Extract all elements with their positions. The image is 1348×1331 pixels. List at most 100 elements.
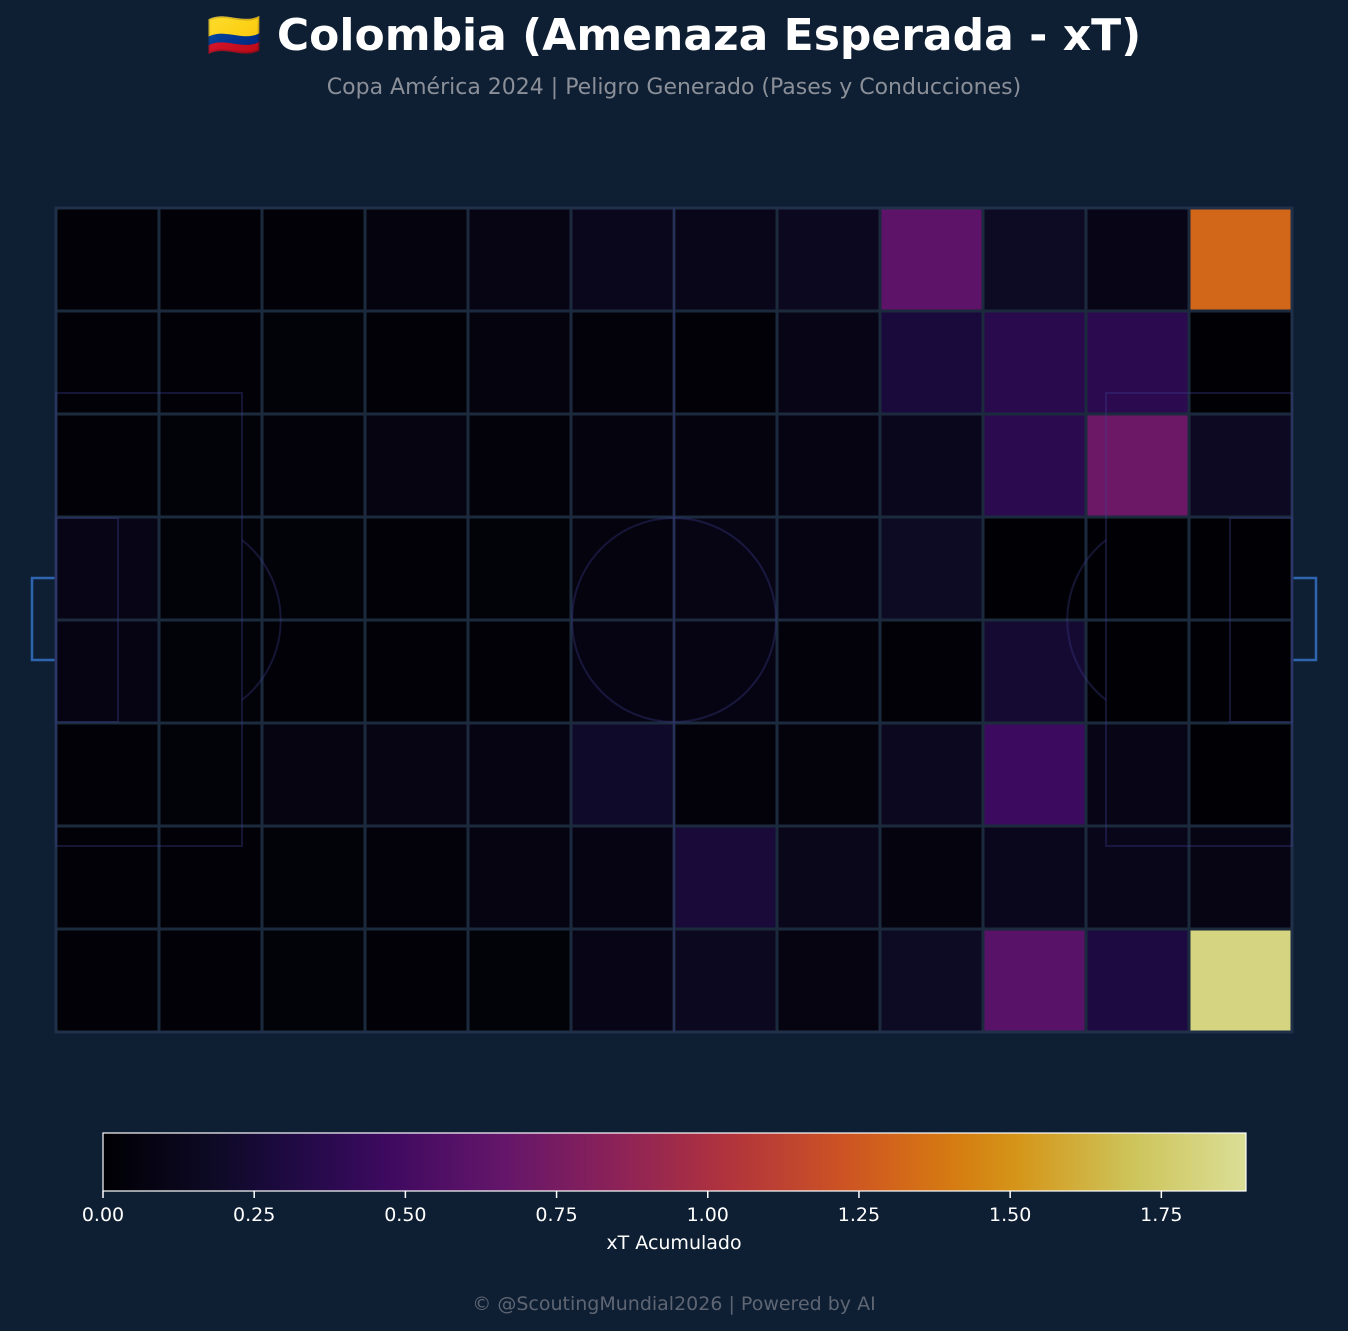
heatmap-cell <box>672 515 779 622</box>
heatmap-cell <box>1187 721 1294 828</box>
heatmap-cell <box>466 206 573 313</box>
heatmap-cell <box>260 618 367 725</box>
heatmap-cell <box>672 927 779 1034</box>
heatmap-cell <box>1187 515 1294 622</box>
right-goal <box>1292 576 1318 662</box>
colorbar-tick-label: 0.50 <box>384 1204 427 1226</box>
heatmap-cell <box>466 618 573 725</box>
heatmap-cell <box>981 824 1088 931</box>
heatmap-cell <box>363 515 470 622</box>
heatmap-cell <box>569 309 676 416</box>
heatmap-cell <box>466 309 573 416</box>
pitch-outline <box>54 206 1294 1034</box>
left-penalty-arc <box>241 539 282 701</box>
left-goal <box>30 576 56 662</box>
heatmap-cell <box>466 927 573 1034</box>
heatmap-cell <box>1084 206 1191 313</box>
heatmap-cell <box>157 515 264 622</box>
heatmap-cell <box>1187 618 1294 725</box>
heatmap-cell <box>878 206 985 313</box>
heatmap-cell <box>981 927 1088 1034</box>
heatmap-cell <box>363 927 470 1034</box>
heatmap-cell <box>466 824 573 931</box>
heatmap-cell <box>672 721 779 828</box>
footer-credit: © @ScoutingMundial2026 | Powered by AI <box>472 1293 876 1315</box>
heatmap-cell <box>363 824 470 931</box>
heatmap-cell <box>260 824 367 931</box>
heatmap-cells <box>54 206 1294 1034</box>
colorbar-tick-label: 1.25 <box>837 1204 881 1226</box>
colorbar-tick-label: 1.75 <box>1140 1204 1183 1226</box>
heatmap-cell <box>878 618 985 725</box>
heatmap-cell <box>260 206 367 313</box>
heatmap-cell <box>569 721 676 828</box>
center-circle <box>571 517 777 723</box>
heatmap-cell <box>775 824 882 931</box>
heatmap-cell <box>878 412 985 519</box>
heatmap-cell <box>1084 618 1191 725</box>
heatmap-cell <box>775 721 882 828</box>
heatmap-cell <box>775 309 882 416</box>
heatmap-cell <box>981 515 1088 622</box>
colorbar-ticks <box>102 1191 1163 1198</box>
colorbar-label: xT Acumulado <box>606 1232 742 1254</box>
heatmap-cell <box>363 309 470 416</box>
heatmap-cell <box>672 206 779 313</box>
heatmap-cell <box>569 206 676 313</box>
heatmap-cell <box>569 618 676 725</box>
heatmap-cell <box>981 412 1088 519</box>
colorbar-tick-label: 0.75 <box>535 1204 578 1226</box>
heatmap-cell <box>157 721 264 828</box>
colorbar-tick-label: 1.50 <box>988 1204 1032 1226</box>
heatmap-cell <box>157 206 264 313</box>
heatmap-cell <box>1187 309 1294 416</box>
heatmap-cell <box>54 618 161 725</box>
heatmap-cell <box>878 824 985 931</box>
heatmap-cell <box>363 618 470 725</box>
heatmap-cell <box>569 824 676 931</box>
heatmap-cell <box>672 412 779 519</box>
heatmap-cell <box>569 412 676 519</box>
heatmap-cell <box>878 927 985 1034</box>
heatmap-cell <box>1084 824 1191 931</box>
heatmap-cell <box>878 721 985 828</box>
heatmap-cell <box>260 927 367 1034</box>
heatmap-cell <box>466 515 573 622</box>
heatmap-cell <box>1084 309 1191 416</box>
heatmap-cell <box>54 721 161 828</box>
heatmap-cell <box>363 206 470 313</box>
heatmap-cell <box>1187 824 1294 931</box>
heatmap-cell <box>981 618 1088 725</box>
heatmap-cell <box>1187 206 1294 313</box>
heatmap-cell <box>466 412 573 519</box>
heatmap-cell <box>775 618 882 725</box>
heatmap-cell <box>157 927 264 1034</box>
heatmap-cell <box>1084 412 1191 519</box>
heatmap-cell <box>672 618 779 725</box>
heatmap-cell <box>54 824 161 931</box>
heatmap-cell <box>260 515 367 622</box>
heatmap-cell <box>1187 412 1294 519</box>
right-penalty-box <box>1105 392 1293 847</box>
heatmap-cell <box>981 206 1088 313</box>
heatmap-cell <box>54 927 161 1034</box>
chart-subtitle: Copa América 2024 | Peligro Generado (Pa… <box>326 75 1022 100</box>
pitch-overlay <box>54 206 1294 1034</box>
colorbar-tick-label: 0.00 <box>81 1204 125 1226</box>
heatmap-cell <box>363 721 470 828</box>
heatmap-cell <box>363 412 470 519</box>
heatmap-cell <box>54 206 161 313</box>
heatmap-cell <box>878 309 985 416</box>
heatmap-cell <box>1084 721 1191 828</box>
right-six-yard-box <box>1229 517 1293 723</box>
colorbar-tick-label: 1.00 <box>686 1204 729 1226</box>
heatmap-cell <box>54 515 161 622</box>
heatmap-cell <box>157 412 264 519</box>
heatmap-cell <box>672 309 779 416</box>
heatmap-cell <box>260 412 367 519</box>
heatmap-cell <box>775 927 882 1034</box>
colorbar-tick-label: 0.25 <box>233 1204 276 1226</box>
heatmap-cell <box>981 309 1088 416</box>
heatmap-cell <box>775 515 882 622</box>
